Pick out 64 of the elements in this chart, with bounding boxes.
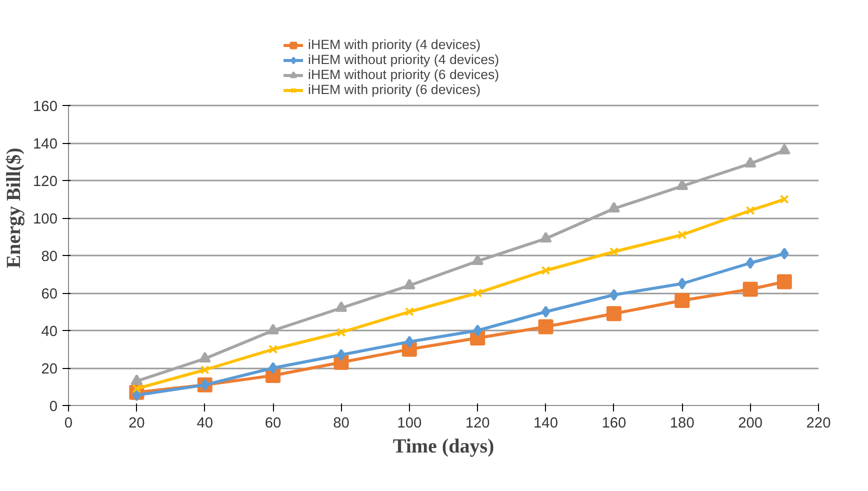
y-tick-label: 140	[33, 136, 58, 152]
x-tick-label: 160	[602, 416, 626, 432]
legend-label: iHEM without priority (6 devices)	[308, 67, 500, 82]
x-tick-label: 120	[465, 416, 490, 432]
point	[336, 348, 346, 361]
point	[674, 293, 690, 308]
point	[336, 328, 346, 337]
point	[606, 306, 622, 322]
x-tick-label: 20	[128, 416, 145, 432]
point	[538, 319, 554, 334]
point	[776, 274, 792, 290]
x-tick-label: 40	[196, 416, 214, 432]
point	[610, 288, 618, 301]
y-tick-label: 160	[33, 99, 58, 115]
y-tick-label: 40	[41, 324, 58, 340]
point	[472, 254, 484, 266]
y-tick-label: 60	[41, 286, 58, 302]
y-tick-label: 20	[41, 362, 58, 378]
point	[200, 365, 210, 374]
point	[541, 306, 550, 318]
x-tick-label: 180	[670, 416, 694, 432]
x-axis-title: Time (days)	[392, 436, 494, 458]
y-tick-label: 0	[49, 399, 58, 415]
point	[200, 378, 210, 391]
point	[268, 344, 278, 354]
x-tick-label: 60	[264, 416, 282, 432]
x-tick-label: 0	[64, 416, 73, 432]
point	[608, 202, 620, 213]
point	[780, 248, 789, 260]
point	[678, 278, 686, 290]
point	[473, 324, 482, 336]
point	[405, 336, 414, 348]
point	[744, 156, 756, 168]
point	[609, 247, 618, 256]
x-tick-label: 80	[333, 416, 350, 432]
point	[268, 362, 278, 374]
point	[746, 206, 755, 216]
point	[678, 230, 687, 240]
point	[403, 278, 416, 290]
y-tick-label: 120	[33, 174, 58, 190]
point	[676, 179, 688, 190]
point	[198, 352, 211, 363]
x-tick-label: 100	[397, 416, 422, 432]
x-tick-label: 220	[806, 416, 831, 432]
point	[540, 232, 552, 243]
point	[132, 389, 142, 402]
point	[541, 266, 550, 276]
point	[742, 282, 758, 297]
point	[335, 301, 348, 312]
legend-label: iHEM with priority (4 devices)	[308, 37, 481, 52]
point	[404, 307, 414, 316]
point	[778, 144, 790, 154]
legend-label: iHEM without priority (4 devices)	[308, 52, 500, 67]
x-tick-label: 200	[738, 416, 763, 432]
y-tick-label: 100	[33, 212, 58, 228]
point	[130, 374, 143, 386]
point	[780, 194, 789, 204]
point	[746, 257, 755, 269]
x-tick-label: 140	[534, 416, 558, 432]
point	[267, 324, 280, 334]
point	[473, 288, 482, 298]
y-tick-label: 80	[41, 249, 58, 265]
legend-label: iHEM with priority (6 devices)	[308, 82, 481, 97]
y-axis-title: Energy Bill($)	[3, 148, 26, 268]
